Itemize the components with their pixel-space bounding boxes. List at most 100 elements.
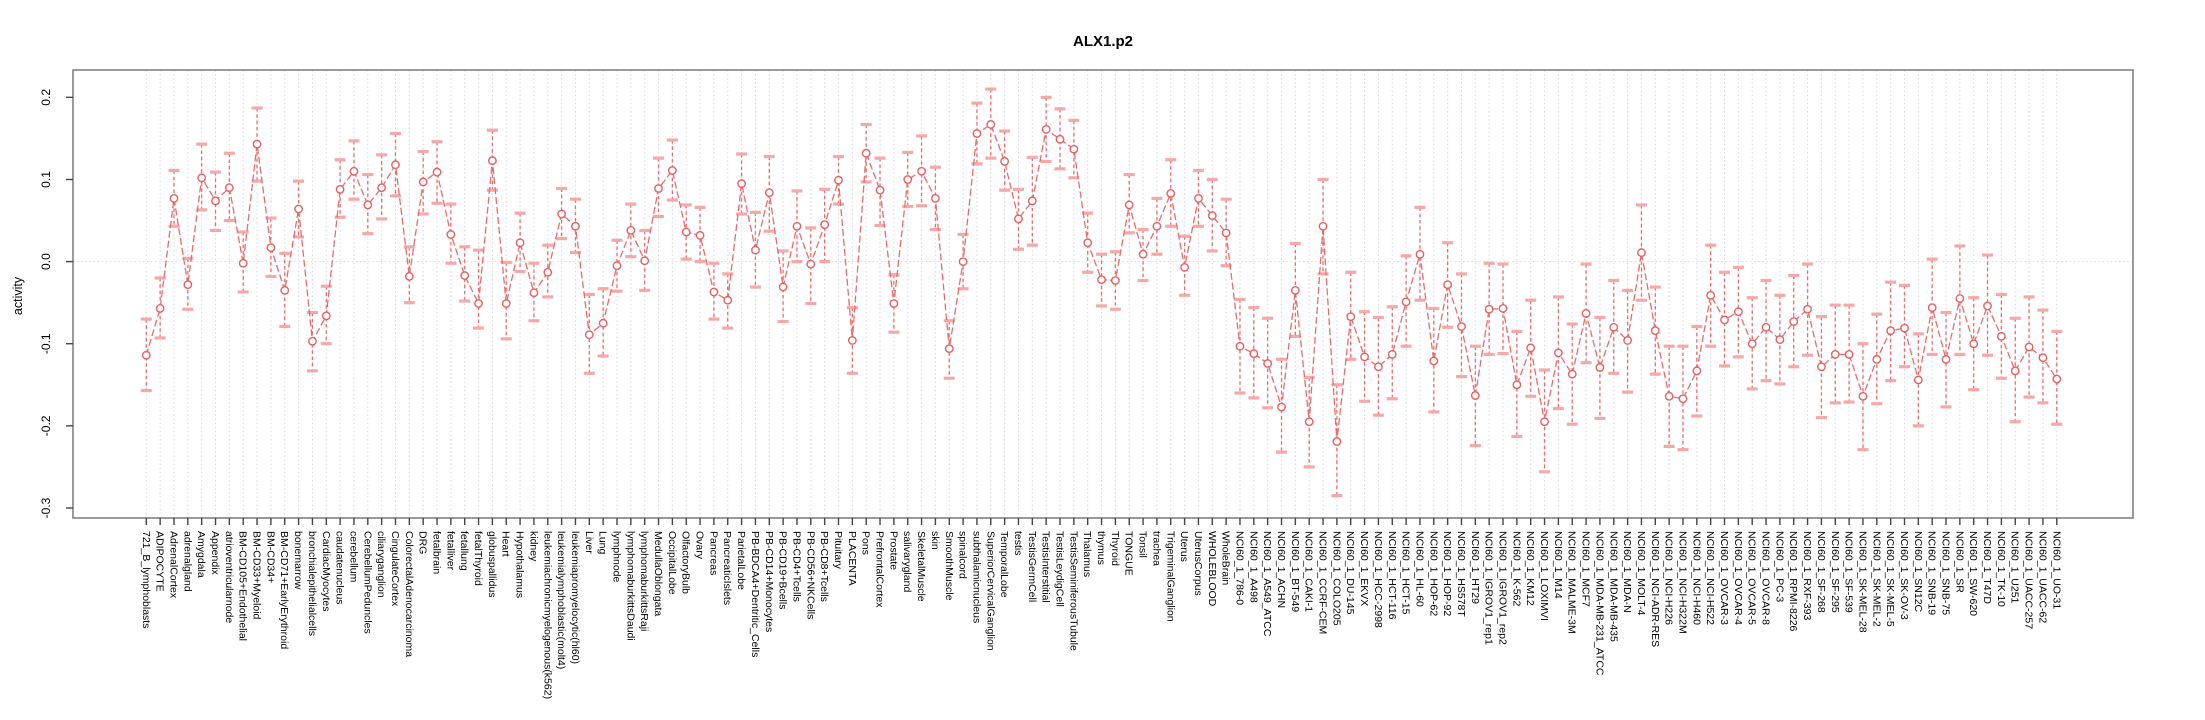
svg-text:NCI60_1_A498: NCI60_1_A498 — [1247, 531, 1259, 603]
data-point — [944, 344, 954, 354]
data-point — [1664, 391, 1674, 401]
data-point — [169, 193, 179, 203]
svg-text:fetalbrain: fetalbrain — [431, 531, 443, 574]
data-point — [557, 209, 567, 219]
data-point — [1567, 369, 1577, 379]
svg-text:Uterus: Uterus — [1178, 531, 1190, 562]
svg-text:NCI60_1_KM12: NCI60_1_KM12 — [1524, 531, 1536, 606]
svg-text:Pituitary: Pituitary — [832, 531, 844, 570]
data-point — [1318, 221, 1328, 231]
svg-text:NCI60_1_SN12C: NCI60_1_SN12C — [1912, 531, 1924, 613]
data-point — [1733, 307, 1743, 317]
data-point — [1041, 124, 1051, 134]
data-point — [1886, 326, 1896, 335]
y-ticks — [66, 96, 73, 509]
svg-text:NCI60_1_OVCAR-4: NCI60_1_OVCAR-4 — [1732, 531, 1744, 625]
data-point — [1014, 214, 1023, 224]
svg-text:skin: skin — [929, 531, 941, 550]
svg-text:NCI60_1_NCI-H322M: NCI60_1_NCI-H322M — [1676, 531, 1688, 634]
svg-text:Amygdala: Amygdala — [195, 531, 207, 578]
data-point — [308, 336, 317, 346]
svg-text:NCI60_1_CAKI-1: NCI60_1_CAKI-1 — [1303, 531, 1315, 612]
svg-text:CerebellumPeduncles: CerebellumPeduncles — [361, 531, 373, 634]
svg-text:-0.3: -0.3 — [39, 497, 53, 518]
svg-text:leukemiachronicmyelogenous(k56: leukemiachronicmyelogenous(k562) — [541, 531, 553, 699]
data-point — [543, 267, 553, 277]
svg-text:NCI60_1_SF-539: NCI60_1_SF-539 — [1843, 531, 1855, 613]
svg-text:PB-CD19+Bcells: PB-CD19+Bcells — [777, 531, 789, 610]
data-point — [1747, 339, 1757, 349]
svg-text:NCI60_1_SK-MEL-2: NCI60_1_SK-MEL-2 — [1870, 531, 1882, 627]
svg-text:TrigeminalGanglion: TrigeminalGanglion — [1164, 531, 1176, 622]
data-point — [1083, 238, 1093, 248]
svg-text:fetalliver: fetalliver — [444, 531, 456, 571]
data-point — [432, 167, 442, 177]
svg-text:NCI60_1_SK-MEL-28: NCI60_1_SK-MEL-28 — [1856, 531, 1868, 633]
svg-text:ParietalLobe: ParietalLobe — [735, 531, 747, 590]
svg-text:NCI60_1_NCI-H460: NCI60_1_NCI-H460 — [1690, 531, 1702, 625]
svg-text:NCI60_1_HCT-116: NCI60_1_HCT-116 — [1386, 531, 1398, 620]
data-point — [141, 350, 151, 360]
svg-text:atrioventricularnode: atrioventricularnode — [223, 531, 235, 623]
svg-text:0.0: 0.0 — [39, 253, 53, 270]
data-point — [349, 166, 359, 176]
data-point — [1429, 356, 1439, 366]
svg-text:WHOLEBLOOD: WHOLEBLOOD — [1206, 531, 1218, 607]
y-axis-label: activity — [11, 276, 25, 315]
svg-text:NCI60_1_HT29: NCI60_1_HT29 — [1469, 531, 1481, 604]
data-point — [1470, 391, 1480, 400]
data-point — [1955, 294, 1965, 303]
data-point — [1775, 335, 1785, 345]
svg-text:fetallung: fetallung — [458, 531, 470, 571]
data-point — [252, 139, 262, 149]
svg-text:NCI60_1_MDA-N: NCI60_1_MDA-N — [1621, 531, 1633, 613]
data-point — [1110, 276, 1120, 285]
data-point — [584, 330, 594, 340]
svg-text:Ovary: Ovary — [694, 531, 706, 560]
svg-text:NCI60_1_M14: NCI60_1_M14 — [1552, 531, 1564, 599]
svg-text:BM-CD71+EarlyErythroid: BM-CD71+EarlyErythroid — [278, 531, 290, 649]
data-point — [294, 204, 303, 214]
data-point — [1207, 211, 1217, 221]
data-point — [723, 295, 733, 305]
data-point — [1789, 317, 1799, 326]
svg-text:testis: testis — [1012, 531, 1024, 556]
data-point — [529, 288, 539, 298]
svg-text:NCI60_1_SK-OV-3: NCI60_1_SK-OV-3 — [1898, 531, 1910, 620]
data-point — [515, 238, 525, 248]
data-point — [391, 160, 400, 170]
svg-text:subthalamicnucleus: subthalamicnucleus — [970, 531, 982, 623]
svg-text:BM-CD34+: BM-CD34+ — [264, 531, 276, 583]
data-point — [1526, 343, 1536, 353]
data-point — [1553, 348, 1563, 358]
svg-text:WholeBrain: WholeBrain — [1220, 531, 1232, 585]
svg-text:lymphomaburkittsRaji: lymphomaburkittsRaji — [638, 531, 650, 631]
data-point — [1166, 189, 1176, 198]
data-point — [1595, 363, 1605, 372]
svg-text:ColorectalAdenocarcinoma: ColorectalAdenocarcinoma — [403, 531, 415, 657]
svg-text:UterusCorpus: UterusCorpus — [1192, 531, 1204, 596]
data-point — [1803, 304, 1812, 314]
svg-text:NCI60_1_SF-295: NCI60_1_SF-295 — [1829, 531, 1841, 613]
svg-text:cerebellum: cerebellum — [347, 531, 359, 583]
data-point — [751, 245, 760, 255]
data-point — [1249, 349, 1259, 358]
data-point — [1678, 394, 1688, 404]
svg-text:NCI60_1_BT-549: NCI60_1_BT-549 — [1289, 531, 1301, 612]
data-point — [958, 257, 968, 267]
data-point — [238, 258, 248, 268]
data-point — [1152, 221, 1162, 231]
svg-text:NCI60_1_SW-620: NCI60_1_SW-620 — [1967, 531, 1979, 616]
svg-text:ADIPOCYTE: ADIPOCYTE — [154, 531, 166, 592]
plot-border — [72, 69, 2134, 519]
data-point — [1996, 331, 2006, 341]
data-point — [1387, 350, 1397, 359]
data-point — [1817, 362, 1826, 372]
data-point — [640, 256, 650, 266]
svg-text:Pons: Pons — [860, 531, 872, 555]
data-points — [141, 120, 2062, 446]
data-point — [1180, 262, 1190, 272]
data-point — [889, 299, 899, 308]
svg-text:TestisInterstitial: TestisInterstitial — [1040, 531, 1052, 603]
svg-text:NCI60_1_HOP-92: NCI60_1_HOP-92 — [1441, 531, 1453, 616]
